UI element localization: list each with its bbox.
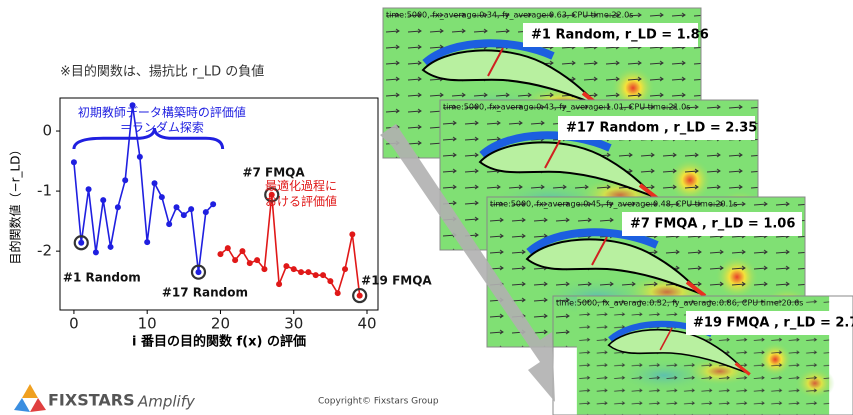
logo-text: FIXSTARS	[48, 391, 135, 410]
point	[195, 269, 201, 275]
point	[291, 266, 297, 272]
x-tick-label: 10	[138, 315, 157, 333]
point	[166, 221, 172, 227]
point	[342, 266, 348, 272]
y-tick-label: -2	[37, 242, 52, 260]
point	[108, 244, 114, 250]
point	[86, 186, 92, 192]
point	[122, 177, 128, 183]
point	[254, 257, 260, 263]
series-line	[220, 195, 359, 296]
point	[217, 251, 223, 257]
annotation: #1 Random	[63, 271, 141, 285]
point	[247, 260, 253, 266]
slide: ※目的関数は、揚抗比 r_LD の負値 0 10 20 30 40 0 -1 -2 i 番目の目…	[0, 0, 853, 415]
chart: 0 10 20 30 40 0 -1 -2 i 番目の目的関数 f(x) の評価 目的関数値（−r…	[8, 98, 433, 350]
annotation: #19 FMQA	[361, 274, 432, 288]
point	[115, 204, 121, 210]
logo-product: Amplify	[137, 393, 196, 411]
point	[159, 194, 165, 200]
x-tick-label: 0	[69, 315, 79, 333]
panel-header: time:5000, fx_average:0.34, fy_average:0…	[386, 11, 633, 20]
copyright: Copyright© Fixstars Group	[318, 397, 439, 407]
panel-label: #17 Random , r_LD = 2.35	[566, 121, 757, 136]
annotation: #17 Random	[162, 286, 248, 300]
point	[152, 180, 158, 186]
point	[181, 212, 187, 218]
point	[232, 257, 238, 263]
panel: time:5000, fx_average:0.32, fy_average:0…	[553, 296, 853, 415]
point	[137, 154, 143, 160]
point	[239, 248, 245, 254]
point	[276, 281, 282, 287]
point	[349, 231, 355, 237]
point	[225, 245, 231, 251]
point	[327, 278, 333, 284]
point	[203, 209, 209, 215]
panel-header: time:5000, fx_average:0.32, fy_average:0…	[556, 299, 803, 308]
x-tick-label: 30	[284, 315, 303, 333]
point	[78, 240, 84, 246]
annotation: 最適化過程に	[265, 178, 337, 193]
panel-header: time:5000, fx_average:0.43, fy_average:1…	[443, 103, 690, 112]
point	[188, 206, 194, 212]
point	[210, 201, 216, 207]
note: ※目的関数は、揚抗比 r_LD の負値	[60, 64, 264, 80]
annotation: おける評価値	[265, 193, 337, 208]
x-tick-label: 20	[211, 315, 230, 333]
point	[298, 269, 304, 275]
logo: FIXSTARS Amplify	[14, 384, 196, 412]
point	[261, 266, 267, 272]
point	[144, 239, 150, 245]
point	[305, 269, 311, 275]
annotation: 初期教師データ構築時の評価値	[78, 105, 246, 120]
point	[335, 290, 341, 296]
point	[174, 204, 180, 210]
x-axis-label: i 番目の目的関数 f(x) の評価	[132, 334, 306, 350]
panel-label: #19 FMQA , r_LD = 2.74	[693, 316, 853, 331]
point	[93, 249, 99, 255]
x-tick-label: 40	[357, 315, 376, 333]
annotation: ＝ランダム探索	[120, 120, 204, 135]
y-tick-label: -1	[37, 182, 52, 200]
point	[357, 293, 363, 299]
y-tick-label: 0	[42, 122, 52, 140]
panel-header: time:5000, fx_average:0.45, fy_average:0…	[490, 200, 737, 209]
point	[320, 272, 326, 278]
point	[313, 272, 319, 278]
panel-label: #1 Random, r_LD = 1.86	[531, 28, 709, 43]
point	[71, 159, 77, 165]
point	[100, 197, 106, 203]
y-axis-label: 目的関数値（−r_LD）	[8, 144, 23, 265]
point	[283, 263, 289, 269]
panel-label: #7 FMQA , r_LD = 1.06	[630, 217, 795, 232]
annotation: #7 FMQA	[242, 166, 305, 180]
